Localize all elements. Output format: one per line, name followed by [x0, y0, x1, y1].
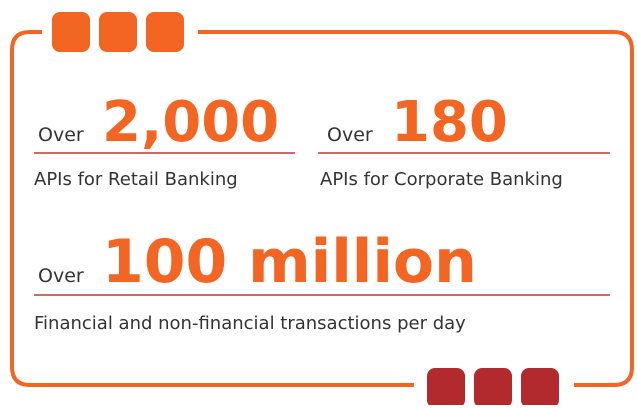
- stat-description: APIs for Retail Banking: [34, 169, 238, 190]
- decor-square: [99, 12, 137, 52]
- decor-square: [427, 368, 465, 408]
- decor-square: [521, 368, 559, 408]
- stat-value: 100 million: [102, 227, 477, 297]
- stat-value: 180: [391, 90, 508, 155]
- stat-prefix: Over: [38, 265, 84, 287]
- stat-value: 2,000: [102, 90, 279, 155]
- stat-prefix: Over: [38, 124, 84, 146]
- decor-square: [474, 368, 512, 408]
- stat-description: APIs for Corporate Banking: [320, 169, 563, 190]
- decor-square: [52, 12, 90, 52]
- decor-square: [146, 12, 184, 52]
- frame: [10, 30, 634, 387]
- stat-description: Financial and non-financial transactions…: [34, 313, 466, 334]
- stat-prefix: Over: [327, 124, 373, 146]
